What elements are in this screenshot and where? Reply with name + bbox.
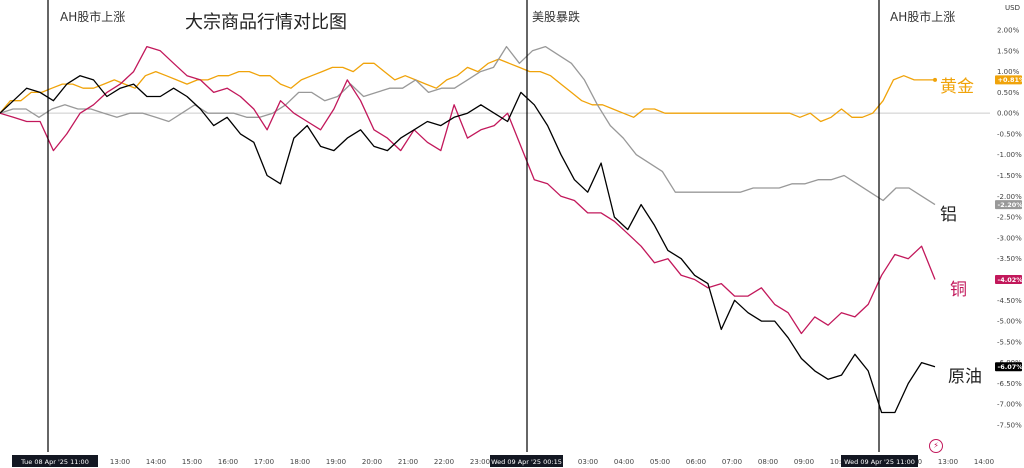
value-pill [995, 274, 1022, 284]
value-pill-text: -6.07% [998, 363, 1024, 371]
series-line [0, 45, 936, 335]
x-tick-label: 06:00 [686, 458, 706, 466]
x-tick-label: 14:00 [974, 458, 994, 466]
x-tick-label: 13:00 [938, 458, 958, 466]
event-lines [47, 0, 880, 452]
y-tick-label: -6.50% [997, 380, 1022, 388]
x-tick-label: 21:00 [398, 458, 418, 466]
y-tick-label: 1.50% [997, 47, 1020, 55]
event-labels: AH股市上涨 美股暴跌 AH股市上涨 [60, 9, 955, 24]
x-tick-label: 19:00 [326, 458, 346, 466]
series-layer [0, 45, 937, 414]
x-highlight-pill [490, 455, 563, 467]
lightning-icon[interactable]: ⚡ [929, 439, 943, 453]
y-tick-label: 0.00% [997, 110, 1020, 118]
event-label: AH股市上涨 [60, 9, 125, 24]
y-tick-label: -2.50% [997, 214, 1022, 222]
value-pill [995, 362, 1022, 372]
x-tick-label: 18:00 [290, 458, 310, 466]
value-pill [995, 75, 1022, 85]
x-tick-label: 22:00 [434, 458, 454, 466]
x-tick-label: 14:00 [146, 458, 166, 466]
x-highlight-pill [12, 455, 98, 467]
currency-label: USD [1005, 4, 1020, 12]
y-tick-label: -5.50% [997, 338, 1022, 346]
x-tick-label: 15:00 [182, 458, 202, 466]
x-tick-label: 05:00 [650, 458, 670, 466]
value-pill-text: -2.20% [998, 201, 1024, 209]
x-highlight-text: Tue 08 Apr '25 11:00 [20, 458, 89, 466]
x-highlight-pill [841, 455, 918, 467]
series-line [0, 75, 936, 414]
y-tick-label: -2.00% [997, 193, 1022, 201]
y-tick-label: 1.00% [997, 68, 1020, 76]
x-tick-label: 20:00 [362, 458, 382, 466]
y-tick-label: -1.00% [997, 151, 1022, 159]
value-pill [995, 200, 1022, 210]
x-tick-label: 23:00 [470, 458, 490, 466]
value-pill-text: -4.02% [998, 276, 1024, 284]
x-tick-label: 08:00 [758, 458, 778, 466]
x-highlight-text: Wed 09 Apr '25 00:15 [491, 458, 562, 466]
x-axis: 11:0012:0013:0014:0015:0016:0017:0018:00… [12, 455, 994, 467]
y-tick-label: -5.00% [997, 318, 1022, 326]
x-tick-label: 13:00 [110, 458, 130, 466]
y-tick-label: -1.50% [997, 172, 1022, 180]
series-name-label: 铜 [950, 280, 967, 300]
series-end-dot [933, 77, 937, 82]
y-tick-label: 2.00% [997, 27, 1020, 35]
y-tick-label: -0.50% [997, 130, 1022, 138]
series-name-label: 铝 [940, 205, 957, 225]
x-tick-label: 07:00 [722, 458, 742, 466]
x-highlight-text: Wed 09 Apr '25 11:00 [844, 458, 915, 466]
event-label: 美股暴跌 [532, 9, 580, 24]
x-tick-label: 09:00 [794, 458, 814, 466]
x-tick-label: 03:00 [578, 458, 598, 466]
y-axis: 2.00% 1.50% 1.00% 0.50% 0.00% -0.50% -1.00% -1.… [995, 27, 1024, 430]
y-tick-label: -3.50% [997, 255, 1022, 263]
x-tick-label: 04:00 [614, 458, 634, 466]
y-tick-label: -3.00% [997, 234, 1022, 242]
series-line [0, 45, 936, 206]
series-name-label: 原油 [948, 367, 982, 387]
y-tick-label: 0.50% [997, 89, 1020, 97]
y-tick-label: -7.00% [997, 401, 1022, 409]
x-tick-label: 16:00 [218, 458, 238, 466]
y-tick-label: -7.50% [997, 422, 1022, 430]
value-pill-text: +0.81% [998, 76, 1024, 84]
series-name-label: 黄金 [940, 77, 974, 97]
series-line [0, 58, 935, 123]
chart-title: 大宗商品行情对比图 [185, 12, 347, 33]
event-label: AH股市上涨 [890, 9, 955, 24]
x-tick-label: 17:00 [254, 458, 274, 466]
y-tick-label: -4.50% [997, 297, 1022, 305]
x-tick-label: 10:00 [830, 458, 850, 466]
